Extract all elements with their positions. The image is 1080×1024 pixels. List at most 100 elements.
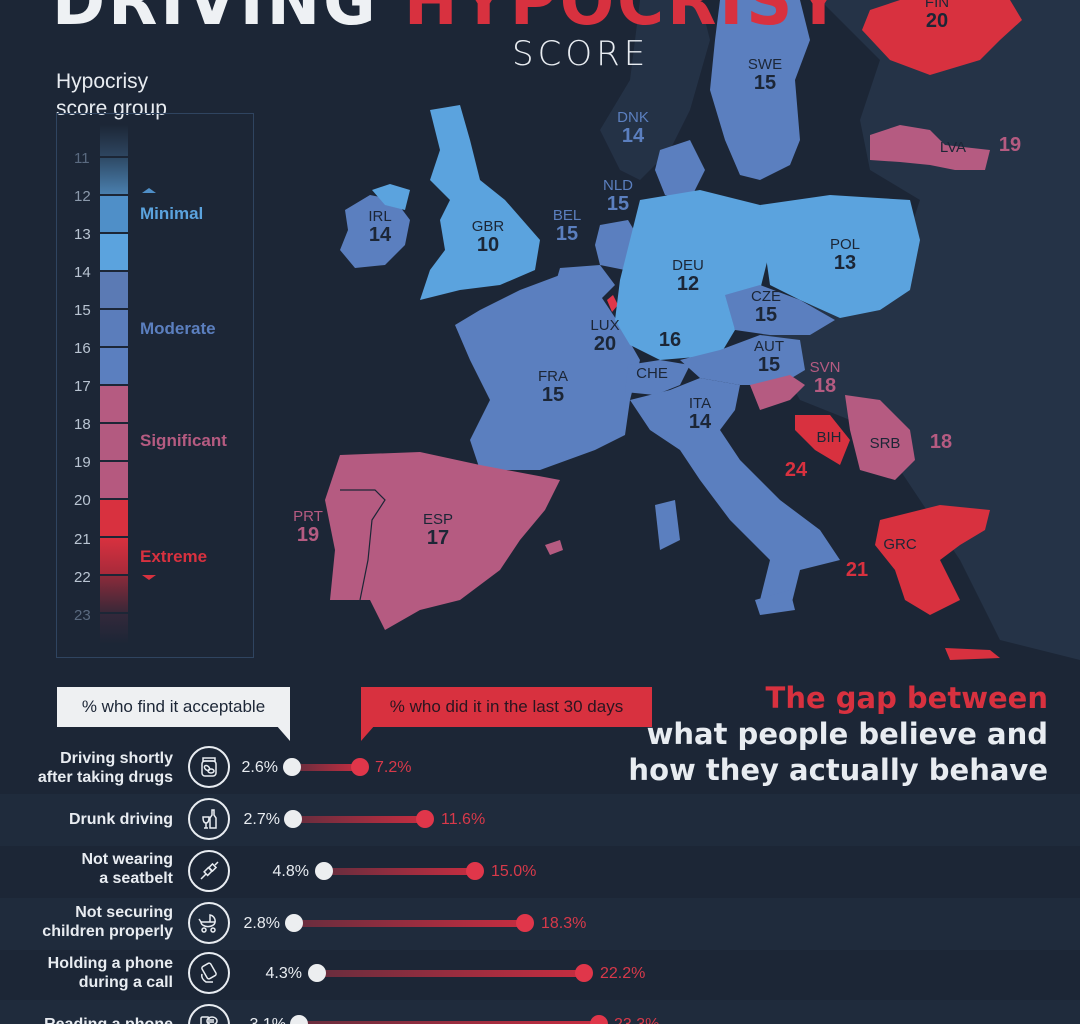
row-label: Drunk driving <box>68 811 173 828</box>
dot-acceptable <box>315 862 333 880</box>
legend-tick: 23 <box>74 607 91 624</box>
behavior-row: Not wearing a seatbelt 4.8% 15.0% <box>0 846 1080 898</box>
dot-did <box>416 810 434 828</box>
gap-headline-line1: The gap between <box>765 681 1048 715</box>
row-label: Reading a phone <box>0 1015 173 1024</box>
legend-title-line2: score group <box>56 97 167 120</box>
legend-seg <box>100 196 128 234</box>
map-crete <box>945 648 1000 660</box>
pill-bottle-icon <box>188 746 230 788</box>
legend-title-line1: Hypocrisy <box>56 70 149 93</box>
value-did: 22.2% <box>600 965 646 982</box>
map-gbr <box>420 105 540 300</box>
country-label-srb: SRB <box>869 435 901 452</box>
gap-bar <box>330 868 475 875</box>
map-esp <box>325 452 560 630</box>
gap-bar <box>305 1021 598 1024</box>
country-label-svn: SVN 18 <box>809 359 841 397</box>
country-label-aut: AUT 15 <box>754 338 784 376</box>
map-balearic <box>545 540 563 555</box>
legend-tick: 14 <box>74 264 91 281</box>
row-label: Driving shortly after taking drugs <box>37 750 173 786</box>
legend-tick: 17 <box>74 378 91 395</box>
legend-seg <box>100 614 128 644</box>
legend-tick: 19 <box>74 454 91 471</box>
country-label-bih: BIH <box>816 429 842 446</box>
country-score-lva: 19 <box>998 134 1022 156</box>
value-acceptable: 2.6% <box>241 759 278 776</box>
legend-tick: 13 <box>74 226 91 243</box>
legend-tick: 15 <box>74 302 91 319</box>
legend-tick: 21 <box>74 531 91 548</box>
value-acceptable: 4.3% <box>265 965 302 982</box>
country-label-nld: NLD 15 <box>602 177 634 215</box>
legend-title: Hypocrisy score group <box>56 68 167 122</box>
country-label-prt: PRT 19 <box>293 508 323 546</box>
gap-headline-line2: what people believe and <box>646 717 1048 751</box>
dot-did <box>351 758 369 776</box>
legend-seg <box>100 310 128 348</box>
map-nir <box>372 184 410 210</box>
country-score-che: 16 <box>658 329 682 351</box>
dot-acceptable <box>284 810 302 828</box>
gap-bar <box>300 920 525 927</box>
country-label-fra: FRA 15 <box>538 368 568 406</box>
legend-label-extreme: Extreme <box>140 547 208 566</box>
map-aut <box>680 335 805 385</box>
legend-box <box>56 113 254 658</box>
map-dnk <box>655 140 705 200</box>
legend-seg <box>100 125 128 158</box>
legend-color-bar <box>100 125 128 645</box>
gap-headline-line3: how they actually behave <box>628 753 1048 787</box>
gap-bar <box>322 970 584 977</box>
legend-seg <box>100 424 128 462</box>
value-did: 11.6% <box>441 811 486 828</box>
dot-did <box>575 964 593 982</box>
legend-tick: 20 <box>74 492 91 509</box>
title-word-hypocrisy: HYPOCRISY <box>403 0 845 41</box>
map-prt-border <box>340 489 386 601</box>
country-label-fin: FIN 20 <box>924 0 950 32</box>
map-norway-land <box>600 0 710 180</box>
stroller-icon <box>188 902 230 944</box>
country-label-deu: DEU 12 <box>672 257 704 295</box>
title-word-driving: DRIVING <box>52 0 379 41</box>
behavior-row: Driving shortly after taking drugs 2.6% 7… <box>0 742 1080 794</box>
value-acceptable: 2.7% <box>243 811 280 828</box>
country-label-esp: ESP 17 <box>422 511 454 549</box>
legend-tick: 22 <box>74 569 91 586</box>
map-sardinia <box>655 500 680 550</box>
dot-did <box>516 914 534 932</box>
legend-tick: 16 <box>74 340 91 357</box>
legend-seg <box>100 386 128 424</box>
country-label-swe: SWE 15 <box>747 56 783 94</box>
phone-hand-icon <box>188 952 230 994</box>
legend-label-minimal: Minimal <box>140 204 204 223</box>
page-title: DRIVING HYPOCRISY <box>52 0 845 36</box>
legend-tick: 12 <box>74 188 91 205</box>
legend-up-arrow-icon <box>142 188 156 193</box>
country-score-bih: 24 <box>784 459 808 481</box>
dot-did <box>466 862 484 880</box>
legend-did-callout: % who did it in the last 30 days <box>361 687 652 741</box>
legend-seg <box>100 234 128 272</box>
behavior-row: Reading a phone 3.1% 23.3% <box>0 1000 1080 1024</box>
dot-did <box>590 1015 608 1024</box>
seatbelt-icon <box>188 850 230 892</box>
legend-seg <box>100 462 128 500</box>
map-che <box>625 360 690 395</box>
dot-acceptable <box>290 1015 308 1024</box>
map-svn <box>750 375 805 410</box>
map-pol <box>760 195 920 318</box>
value-acceptable: 2.8% <box>243 915 280 932</box>
country-label-cze: CZE 15 <box>751 288 781 326</box>
map-bih <box>795 415 850 465</box>
callout-tail <box>361 725 375 741</box>
map-deu <box>615 190 770 360</box>
behavior-row: Drunk driving 2.7% 11.6% <box>0 794 1080 846</box>
legend-down-arrow-icon <box>142 575 156 580</box>
legend-acceptable-callout: % who find it acceptable <box>57 687 290 741</box>
legend-acceptable-label: % who find it acceptable <box>81 697 266 716</box>
value-acceptable: 4.8% <box>272 863 309 880</box>
country-label-grc: GRC <box>883 536 917 553</box>
